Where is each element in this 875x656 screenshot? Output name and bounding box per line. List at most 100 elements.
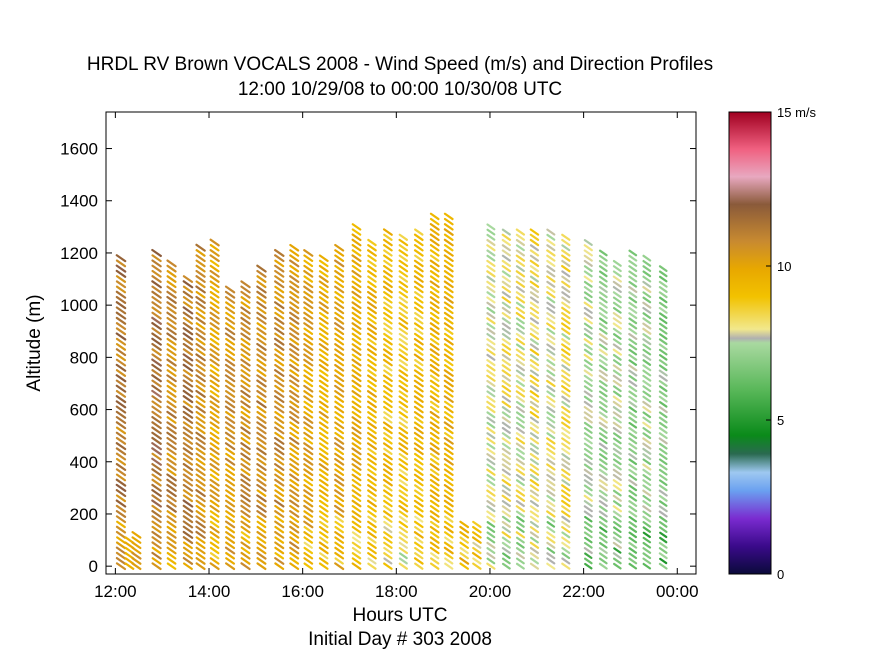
- wind-barb: [166, 405, 177, 414]
- wind-barb: [151, 337, 162, 346]
- wind-barb: [515, 557, 525, 565]
- wind-barb: [318, 343, 329, 351]
- wind-barb: [413, 447, 424, 456]
- wind-barb: [166, 343, 177, 351]
- wind-barb: [561, 348, 571, 356]
- wind-barb: [529, 541, 540, 549]
- wind-barb: [658, 374, 668, 382]
- wind-barb: [642, 421, 652, 429]
- wind-barb: [561, 484, 571, 492]
- wind-barb: [561, 322, 571, 330]
- wind-barb: [182, 379, 194, 388]
- wind-barb: [642, 338, 652, 346]
- wind-barb: [628, 426, 638, 434]
- wind-barb: [486, 510, 496, 518]
- wind-barb: [628, 312, 638, 320]
- wind-barb: [151, 536, 162, 544]
- wind-barb: [612, 280, 622, 288]
- wind-barb: [195, 510, 206, 518]
- wind-barb: [151, 374, 162, 383]
- wind-barb: [546, 312, 556, 320]
- wind-barb: [116, 520, 126, 529]
- wind-barb: [240, 531, 251, 539]
- wind-barb: [382, 238, 393, 247]
- wind-barb: [529, 442, 539, 450]
- wind-barb: [334, 400, 345, 409]
- wind-barb: [561, 374, 571, 382]
- wind-barb: [429, 254, 440, 262]
- wind-barb: [209, 483, 220, 492]
- wind-barb: [274, 515, 285, 523]
- wind-barb: [612, 515, 622, 523]
- wind-barb: [561, 343, 571, 351]
- wind-barb: [414, 311, 424, 320]
- wind-barb: [256, 348, 267, 357]
- wind-barb: [303, 275, 314, 283]
- wind-barb: [658, 343, 668, 351]
- wind-barb: [529, 348, 540, 356]
- wind-barb: [382, 353, 393, 362]
- wind-barb: [115, 405, 127, 414]
- wind-barb: [501, 291, 511, 299]
- wind-barb: [583, 380, 593, 387]
- wind-barb: [351, 238, 362, 247]
- wind-barb: [289, 546, 300, 555]
- wind-barb: [546, 521, 556, 528]
- wind-barb: [318, 410, 329, 419]
- wind-barb: [225, 447, 236, 456]
- wind-barb: [289, 353, 300, 362]
- wind-barb: [351, 515, 362, 523]
- wind-barb: [351, 463, 362, 471]
- wind-barb: [256, 562, 267, 571]
- wind-barb: [486, 447, 496, 455]
- wind-barb: [583, 541, 593, 549]
- wind-barb: [274, 484, 285, 492]
- wind-barb: [256, 551, 267, 560]
- wind-barb: [546, 275, 556, 283]
- wind-barb: [225, 343, 236, 351]
- wind-barb: [516, 521, 525, 528]
- wind-barb: [289, 557, 300, 565]
- wind-barb: [501, 374, 511, 382]
- wind-barb: [546, 265, 556, 273]
- wind-barb: [515, 426, 525, 434]
- wind-barb: [628, 505, 638, 513]
- wind-barb: [351, 254, 362, 263]
- wind-barb: [303, 442, 314, 451]
- wind-barb: [274, 358, 285, 367]
- wind-barb: [486, 562, 496, 570]
- colorbar-tick-label: 15 m/s: [777, 105, 817, 120]
- wind-barb: [289, 342, 300, 351]
- wind-barb: [443, 468, 454, 476]
- wind-barb: [151, 509, 162, 518]
- wind-barb: [303, 327, 314, 335]
- wind-barb: [413, 301, 424, 309]
- wind-barb: [256, 499, 267, 508]
- wind-barb: [115, 499, 127, 508]
- wind-barb: [628, 343, 638, 351]
- wind-barb: [318, 405, 329, 414]
- wind-barb: [642, 379, 652, 387]
- wind-barb: [318, 301, 329, 310]
- wind-barb: [274, 489, 285, 497]
- wind-barb: [414, 463, 424, 471]
- wind-barb: [367, 525, 377, 534]
- wind-barb: [501, 421, 511, 429]
- wind-barb: [398, 557, 408, 565]
- wind-barb: [274, 296, 285, 304]
- wind-barb: [351, 369, 362, 377]
- wind-barb: [195, 551, 206, 560]
- wind-barb: [367, 244, 377, 252]
- wind-barb: [383, 327, 393, 335]
- wind-barb: [429, 484, 440, 492]
- wind-barb: [256, 520, 267, 529]
- wind-barb: [318, 520, 329, 529]
- wind-barb: [413, 452, 424, 461]
- wind-barb: [583, 406, 593, 414]
- wind-barb: [561, 400, 571, 408]
- wind-barb: [195, 342, 206, 351]
- wind-barb: [351, 306, 362, 315]
- wind-barb: [303, 447, 314, 456]
- wind-barb: [225, 541, 236, 550]
- wind-barb: [444, 536, 454, 544]
